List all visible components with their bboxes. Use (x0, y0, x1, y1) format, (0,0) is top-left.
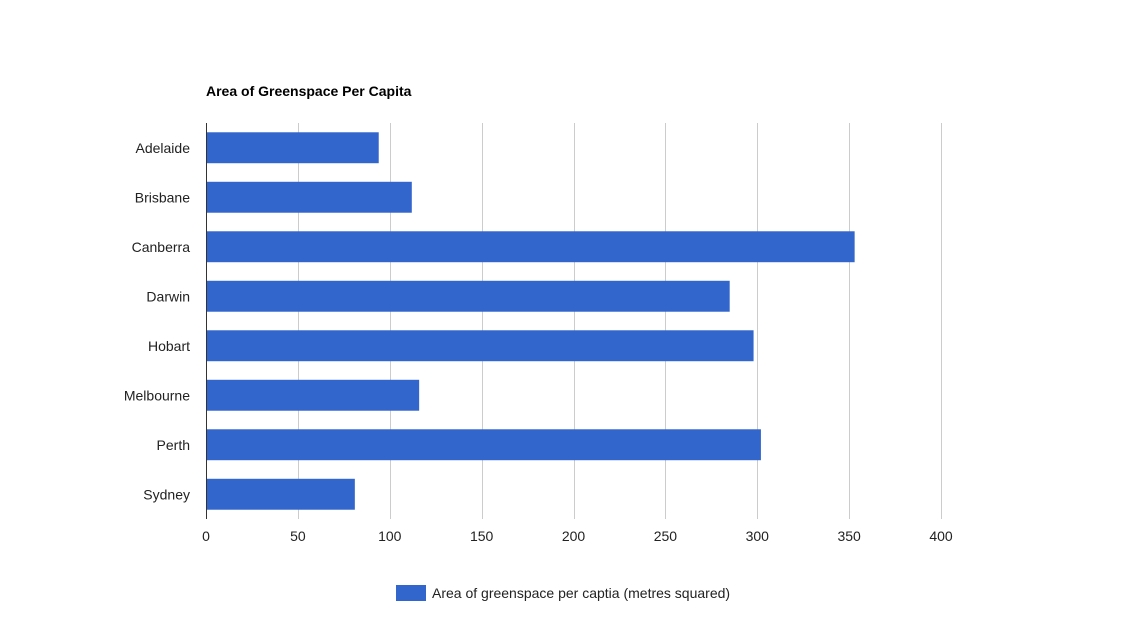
x-tick-label: 400 (929, 528, 953, 544)
category-label: Canberra (132, 239, 191, 255)
x-tick-label: 300 (746, 528, 770, 544)
x-axis-ticks: 0 50 100 150 200 250 300 350 400 (202, 528, 953, 544)
x-tick-label: 100 (378, 528, 402, 544)
x-tick-label: 250 (654, 528, 678, 544)
bar-darwin[interactable] (206, 280, 730, 312)
x-tick-label: 150 (470, 528, 494, 544)
bars (206, 132, 855, 510)
bar-hobart[interactable] (206, 330, 754, 362)
bar-sydney[interactable] (206, 478, 355, 510)
bar-adelaide[interactable] (206, 132, 379, 164)
legend-label: Area of greenspace per captia (metres sq… (432, 585, 730, 601)
legend-swatch (396, 585, 426, 601)
legend[interactable]: Area of greenspace per captia (metres sq… (396, 585, 730, 601)
category-label: Sydney (143, 486, 190, 502)
category-label: Brisbane (135, 189, 190, 205)
x-tick-label: 350 (837, 528, 861, 544)
x-tick-label: 0 (202, 528, 210, 544)
category-label: Darwin (146, 288, 190, 304)
bar-brisbane[interactable] (206, 181, 412, 213)
category-label: Hobart (148, 338, 190, 354)
x-tick-label: 200 (562, 528, 586, 544)
bar-canberra[interactable] (206, 231, 855, 263)
category-label: Adelaide (136, 140, 191, 156)
x-tick-label: 50 (290, 528, 306, 544)
category-label: Perth (157, 437, 190, 453)
chart-title: Area of Greenspace Per Capita (206, 83, 412, 99)
bar-melbourne[interactable] (206, 379, 420, 411)
category-label: Melbourne (124, 387, 190, 403)
category-labels: Adelaide Brisbane Canberra Darwin Hobart Melb… (124, 140, 190, 503)
bar-perth[interactable] (206, 429, 761, 461)
